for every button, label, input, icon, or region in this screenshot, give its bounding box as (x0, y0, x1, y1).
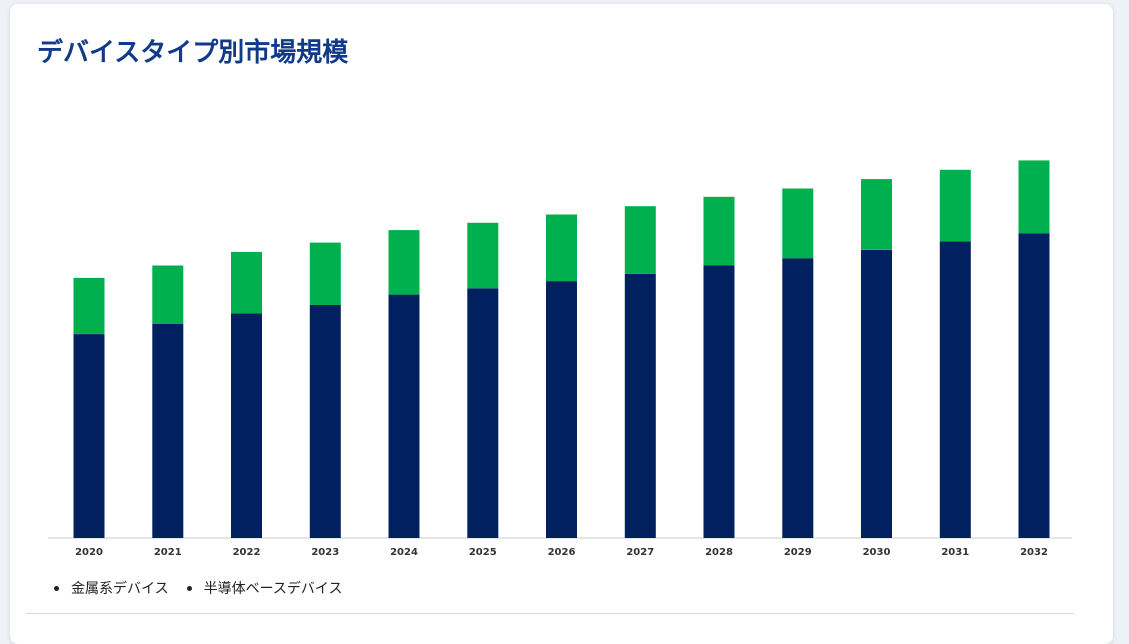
x-tick-label: 2026 (548, 547, 576, 558)
legend-item-metal[interactable]: 金属系デバイス (54, 578, 169, 598)
bar-metal-2031[interactable] (939, 241, 971, 539)
divider (26, 613, 1074, 614)
bar-metal-2029[interactable] (782, 258, 814, 538)
x-tick-label: 2032 (1020, 547, 1048, 558)
x-tick-label: 2024 (390, 547, 418, 558)
x-tick-label: 2020 (75, 547, 103, 558)
x-tick-labels: 2020 2021 2022 2023 2024 2025 2026 2027 2028 2029… (75, 547, 1048, 558)
legend: 金属系デバイス 半導体ベースデバイス (54, 578, 342, 598)
bar-semiconductor-2029[interactable] (782, 188, 814, 259)
legend-bullet (186, 585, 192, 591)
x-tick-label: 2022 (233, 547, 261, 558)
bar-metal-2022[interactable] (231, 313, 262, 538)
bar-metal-2020[interactable] (73, 334, 105, 538)
legend-item-semiconductor[interactable]: 半導体ベースデバイス (186, 578, 343, 598)
x-tick-label: 2027 (626, 547, 654, 558)
bar-semiconductor-2020[interactable] (73, 277, 105, 335)
bars-group (73, 160, 1050, 539)
x-tick-label: 2021 (154, 547, 182, 558)
chart-title: デバイスタイプ別市場規模 (37, 38, 349, 68)
bar-metal-2025[interactable] (467, 288, 499, 538)
bar-metal-2028[interactable] (703, 265, 735, 539)
bar-semiconductor-2022[interactable] (231, 251, 262, 314)
bar-semiconductor-2032[interactable] (1018, 160, 1050, 234)
bar-semiconductor-2021[interactable] (152, 265, 184, 324)
x-tick-label: 2029 (784, 547, 812, 558)
x-tick-label: 2025 (469, 547, 497, 558)
x-tick-label: 2023 (311, 547, 339, 558)
bar-semiconductor-2027[interactable] (624, 206, 656, 274)
legend-label-semiconductor: 半導体ベースデバイス (203, 581, 343, 597)
x-tick-label: 2028 (705, 547, 733, 558)
bar-metal-2032[interactable] (1018, 233, 1050, 538)
bar-metal-2021[interactable] (152, 323, 184, 538)
bar-semiconductor-2025[interactable] (467, 222, 499, 289)
bar-semiconductor-2031[interactable] (939, 169, 971, 242)
bar-semiconductor-2023[interactable] (309, 242, 341, 305)
bar-semiconductor-2024[interactable] (388, 230, 420, 295)
x-tick-label: 2031 (941, 547, 969, 558)
bar-semiconductor-2026[interactable] (546, 214, 577, 282)
bar-metal-2023[interactable] (309, 305, 341, 538)
bar-metal-2030[interactable] (861, 249, 892, 538)
bar-semiconductor-2030[interactable] (861, 179, 892, 250)
bar-chart: 2020 2021 2022 2023 2024 2025 2026 2027 2028 2029… (48, 160, 1072, 558)
bar-metal-2024[interactable] (388, 294, 420, 538)
bar-semiconductor-2028[interactable] (703, 196, 735, 266)
legend-bullet (54, 585, 59, 591)
legend-label-metal: 金属系デバイス (71, 581, 169, 597)
bar-metal-2026[interactable] (546, 281, 577, 538)
x-tick-label: 2030 (863, 547, 891, 558)
bar-metal-2027[interactable] (624, 273, 656, 538)
